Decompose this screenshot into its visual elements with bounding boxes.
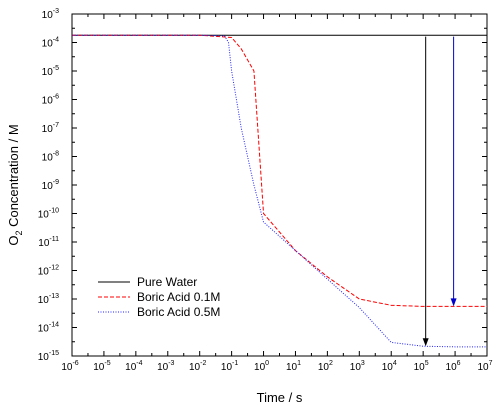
y-tick-label-exponent: -13 [49,293,59,300]
y-tick-label: 10-8 [42,151,59,164]
x-tick-label: 10-2 [189,360,206,373]
annotation-arrow-head-1 [422,338,429,347]
y-tick-label-exponent: -10 [49,208,59,215]
x-tick-label: 103 [350,360,365,373]
x-tick-label: 10-4 [125,360,142,373]
y-tick-label: 10-13 [38,293,59,306]
y-tick-label-exponent: -6 [53,94,59,101]
y-axis-title-rest: Concentration / M [6,124,21,230]
y-tick-label-exponent: -11 [49,236,59,243]
x-tick-label-exponent: 3 [361,360,365,367]
x-tick-label-exponent: 4 [393,360,397,367]
x-tick-label: 106 [446,360,461,373]
x-tick-label-base: 10 [414,362,426,373]
y-tick-label-base: 10 [38,267,50,278]
x-tick-label: 102 [318,360,333,373]
x-tick-label-base: 10 [93,362,105,373]
y-tick-label: 10-12 [38,265,59,278]
legend-label-3: Boric Acid 0.5M [137,305,220,319]
x-tick-label-exponent: 1 [297,360,301,367]
x-tick-label-exponent: 5 [425,360,429,367]
x-tick-label-base: 10 [350,362,362,373]
y-tick-label-exponent: -7 [53,122,59,129]
y-tick-label-base: 10 [42,96,54,107]
x-tick-label: 10-3 [157,360,174,373]
y-tick-label-base: 10 [42,153,54,164]
x-tick-label-base: 10 [157,362,169,373]
x-tick-label-base: 10 [61,362,73,373]
x-axis-title: Time / s [257,390,303,405]
legend-label-2: Boric Acid 0.1M [137,290,220,304]
x-tick-label: 107 [477,360,492,373]
x-tick-label-exponent: -5 [104,360,110,367]
x-tick-label: 105 [414,360,429,373]
x-tick-label-exponent: -1 [232,360,238,367]
y-tick-label-base: 10 [38,238,50,249]
x-tick-label: 101 [286,360,301,373]
y-tick-label-exponent: -14 [49,322,59,329]
annotation-arrow-head-2 [450,298,457,307]
legend-label-1: Pure Water [137,275,197,289]
x-tick-label: 104 [382,360,397,373]
x-tick-label-base: 10 [446,362,458,373]
x-tick-label-exponent: 0 [265,360,269,367]
x-tick-label-base: 10 [189,362,201,373]
y-tick-label: 10-4 [42,37,59,50]
y-tick-label: 10-10 [38,208,59,221]
y-tick-label-exponent: -9 [53,179,59,186]
plot-area-frame [71,13,488,357]
y-tick-label-base: 10 [42,67,54,78]
y-axis-title: O2 Concentration / M [6,124,24,245]
y-tick-label-base: 10 [38,324,50,335]
series-group [72,34,487,348]
y-tick-label-base: 10 [42,181,54,192]
y-tick-label-base: 10 [38,295,50,306]
y-tick-label-base: 10 [42,124,54,135]
x-tick-label-base: 10 [254,362,266,373]
series-line-2 [72,34,487,307]
y-tick-label-exponent: -12 [49,265,59,272]
annotations-group [422,36,457,347]
y-tick-label-exponent: -5 [53,65,59,72]
y-tick-label-base: 10 [38,352,50,363]
x-tick-label-exponent: -3 [168,360,174,367]
y-tick-label: 10-15 [38,350,59,363]
y-tick-label-exponent: -4 [53,37,59,44]
y-tick-label: 10-5 [42,65,59,78]
y-tick-label-exponent: -15 [49,350,59,357]
x-tick-label-base: 10 [318,362,330,373]
x-tick-label-exponent: 2 [329,360,333,367]
x-tick-label-base: 10 [286,362,298,373]
y-tick-label: 10-9 [42,179,59,192]
x-tick-label-base: 10 [221,362,233,373]
series-line-3 [72,34,487,348]
y-tick-label-base: 10 [42,10,54,21]
ticks: 10-6 10-5 10-4 10-3 10-2 10-1 100 101 102 103 104 1… [38,8,493,373]
x-tick-label-exponent: -2 [200,360,206,367]
x-tick-label-exponent: 7 [489,360,493,367]
y-tick-label: 10-3 [42,8,59,21]
y-tick-label-exponent: -8 [53,151,59,158]
x-tick-label: 10-5 [93,360,110,373]
x-tick-label: 10-6 [61,360,78,373]
x-tick-label-base: 10 [382,362,394,373]
x-tick-label-exponent: -6 [72,360,78,367]
x-tick-label-base: 10 [125,362,137,373]
x-tick-label: 10-1 [221,360,238,373]
y-axis-title-subscript: 2 [14,231,24,236]
y-tick-label: 10-11 [38,236,59,249]
y-tick-label-base: 10 [38,210,50,221]
x-tick-label-exponent: -4 [136,360,142,367]
x-tick-label-exponent: 6 [457,360,461,367]
y-tick-label-exponent: -3 [53,8,59,15]
y-tick-label: 10-14 [38,322,59,335]
y-axis-title-main: O [6,236,21,246]
x-tick-label: 100 [254,360,269,373]
y-tick-label-base: 10 [42,39,54,50]
x-tick-label-base: 10 [477,362,489,373]
y-tick-label: 10-7 [42,122,59,135]
y-tick-label: 10-6 [42,94,59,107]
